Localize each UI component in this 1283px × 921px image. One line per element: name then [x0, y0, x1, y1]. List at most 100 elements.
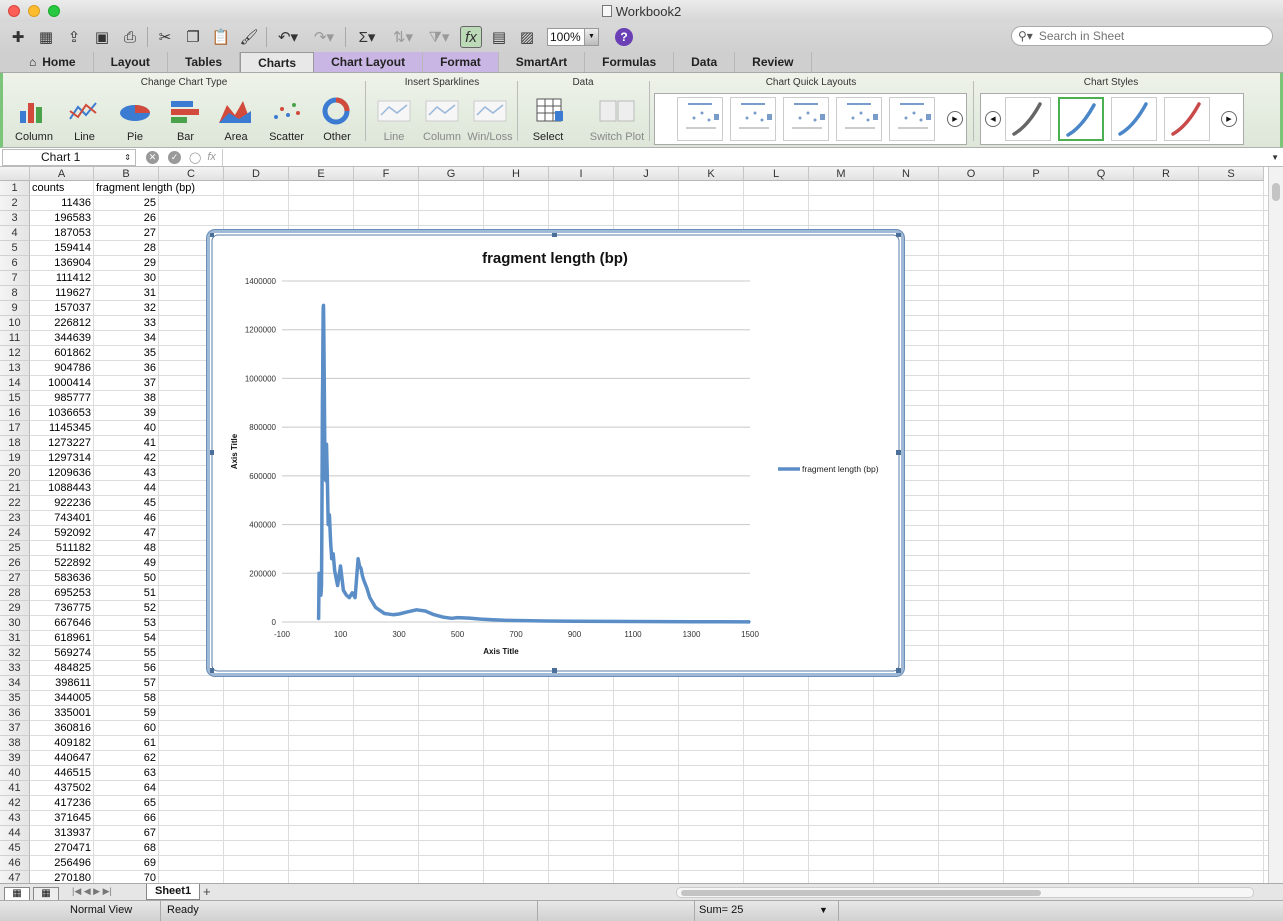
previous-styles-icon[interactable]: ◀: [985, 111, 1001, 127]
row-header[interactable]: 32: [0, 646, 30, 661]
data-point[interactable]: [360, 567, 362, 570]
cell[interactable]: 62: [143, 752, 156, 764]
cell[interactable]: 1145345: [48, 422, 91, 434]
tab-data[interactable]: Data: [674, 52, 736, 72]
row-header[interactable]: 25: [0, 541, 30, 556]
cell[interactable]: 45: [143, 497, 156, 509]
quick-layout-thumbnail[interactable]: [677, 97, 723, 141]
resize-handle[interactable]: [896, 668, 901, 673]
data-point[interactable]: [322, 304, 325, 307]
tab-charts[interactable]: Charts: [240, 52, 315, 72]
search-box[interactable]: ⚲▾: [1011, 26, 1273, 46]
cell[interactable]: 32: [143, 302, 156, 314]
data-point[interactable]: [320, 538, 323, 540]
data-point[interactable]: [320, 584, 323, 587]
cell[interactable]: 42: [143, 452, 156, 464]
row-header[interactable]: 28: [0, 586, 30, 601]
row-header[interactable]: 2: [0, 196, 30, 211]
sum-indicator[interactable]: Sum= 25: [699, 904, 744, 916]
cell[interactable]: 904786: [54, 362, 91, 374]
cell[interactable]: 26: [143, 212, 156, 224]
resize-handle[interactable]: [210, 668, 214, 673]
data-point[interactable]: [468, 617, 471, 619]
cell[interactable]: 313937: [54, 827, 91, 839]
column-header[interactable]: J: [614, 167, 679, 181]
cell[interactable]: 46: [143, 512, 156, 524]
minimize-window-button[interactable]: [28, 5, 40, 17]
cell[interactable]: 55: [143, 647, 156, 659]
expand-formula-bar-icon[interactable]: ▼: [1271, 152, 1279, 162]
data-point[interactable]: [318, 582, 321, 584]
bar-chart-button[interactable]: Bar: [163, 97, 209, 143]
data-point[interactable]: [424, 610, 427, 612]
row-header[interactable]: 34: [0, 676, 30, 691]
data-point[interactable]: [392, 613, 394, 616]
add-sheet-icon[interactable]: +: [203, 884, 211, 899]
data-point[interactable]: [321, 401, 324, 404]
row-header[interactable]: 35: [0, 691, 30, 706]
column-header[interactable]: I: [549, 167, 614, 181]
data-point[interactable]: [749, 621, 751, 623]
data-point[interactable]: [363, 579, 365, 582]
legend-label[interactable]: fragment length (bp): [802, 464, 879, 474]
column-header[interactable]: N: [874, 167, 939, 181]
y-axis-title[interactable]: Axis Title: [230, 433, 239, 469]
cell[interactable]: 417236: [54, 797, 91, 809]
cell[interactable]: 1209636: [48, 467, 91, 479]
cell[interactable]: 522892: [54, 557, 91, 569]
x-axis-title[interactable]: Axis Title: [483, 647, 519, 656]
cell[interactable]: 196583: [54, 212, 91, 224]
data-point[interactable]: [354, 596, 356, 599]
data-point[interactable]: [529, 619, 532, 622]
quick-layout-thumbnail[interactable]: [730, 97, 776, 141]
resize-handle[interactable]: [896, 233, 901, 237]
cell[interactable]: 51: [143, 587, 156, 599]
row-header[interactable]: 47: [0, 871, 30, 883]
cell[interactable]: 35: [143, 347, 156, 359]
cell[interactable]: 159414: [54, 242, 91, 254]
data-point[interactable]: [332, 553, 334, 555]
row-header[interactable]: 29: [0, 601, 30, 616]
formula-builder-icon[interactable]: fx: [460, 26, 482, 48]
cell[interactable]: 1273227: [48, 437, 91, 449]
save-icon[interactable]: ▣: [94, 29, 110, 46]
data-point[interactable]: [325, 479, 327, 482]
data-point[interactable]: [336, 584, 339, 587]
data-point[interactable]: [318, 572, 320, 575]
data-point[interactable]: [322, 306, 325, 309]
column-header[interactable]: P: [1004, 167, 1069, 181]
next-layouts-icon[interactable]: ▶: [947, 111, 963, 127]
sparkline-line-button[interactable]: Line: [371, 97, 417, 143]
data-point[interactable]: [456, 616, 459, 619]
row-header[interactable]: 10: [0, 316, 30, 331]
name-box-stepper-icon[interactable]: ⇕: [124, 152, 131, 162]
data-point[interactable]: [348, 596, 351, 599]
data-point[interactable]: [325, 443, 328, 445]
row-header[interactable]: 23: [0, 511, 30, 526]
cell[interactable]: 38: [143, 392, 156, 404]
media-browser-icon[interactable]: ▨: [519, 29, 535, 46]
cell[interactable]: 344639: [54, 332, 91, 344]
line-chart-button[interactable]: Line: [62, 97, 108, 143]
cell[interactable]: 25: [143, 197, 156, 209]
row-header[interactable]: 24: [0, 526, 30, 541]
scatter-chart-button[interactable]: Scatter: [264, 97, 310, 143]
data-point[interactable]: [351, 591, 353, 594]
cell[interactable]: 70: [143, 872, 156, 883]
row-header[interactable]: 17: [0, 421, 30, 436]
close-window-button[interactable]: [8, 5, 20, 17]
chart-title[interactable]: fragment length (bp): [482, 250, 628, 267]
cell[interactable]: 1088443: [48, 482, 91, 494]
data-point[interactable]: [339, 565, 342, 567]
cell[interactable]: 54: [143, 632, 156, 644]
row-header[interactable]: 9: [0, 301, 30, 316]
cell[interactable]: 49: [143, 557, 156, 569]
row-header[interactable]: 19: [0, 451, 30, 466]
column-header[interactable]: F: [354, 167, 419, 181]
data-point[interactable]: [320, 594, 322, 597]
scroll-thumb[interactable]: [681, 890, 1041, 896]
cell[interactable]: 34: [143, 332, 156, 344]
zoom-control[interactable]: 100% ▼: [547, 27, 599, 47]
cell[interactable]: 256496: [54, 857, 91, 869]
templates-icon[interactable]: ▦: [38, 29, 54, 46]
